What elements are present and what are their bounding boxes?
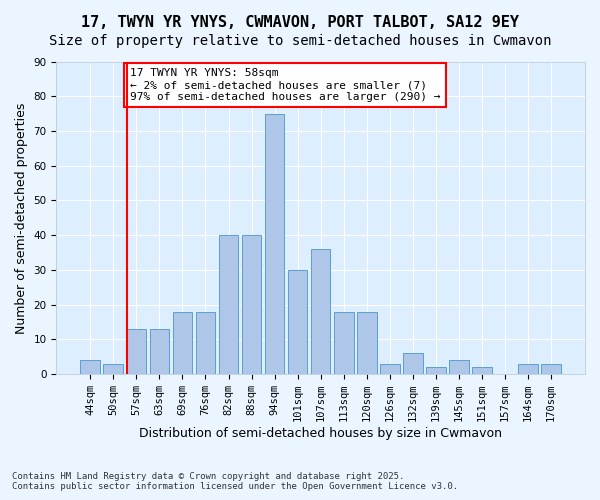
Bar bbox=[403, 354, 422, 374]
Text: 17, TWYN YR YNYS, CWMAVON, PORT TALBOT, SA12 9EY: 17, TWYN YR YNYS, CWMAVON, PORT TALBOT, … bbox=[81, 15, 519, 30]
Bar bbox=[196, 312, 215, 374]
Bar bbox=[127, 329, 146, 374]
Text: Size of property relative to semi-detached houses in Cwmavon: Size of property relative to semi-detach… bbox=[49, 34, 551, 48]
Bar bbox=[219, 235, 238, 374]
Text: 17 TWYN YR YNYS: 58sqm
← 2% of semi-detached houses are smaller (7)
97% of semi-: 17 TWYN YR YNYS: 58sqm ← 2% of semi-deta… bbox=[130, 68, 440, 102]
X-axis label: Distribution of semi-detached houses by size in Cwmavon: Distribution of semi-detached houses by … bbox=[139, 427, 502, 440]
Bar bbox=[541, 364, 561, 374]
Bar bbox=[518, 364, 538, 374]
Bar bbox=[173, 312, 192, 374]
Bar bbox=[449, 360, 469, 374]
Text: Contains HM Land Registry data © Crown copyright and database right 2025.
Contai: Contains HM Land Registry data © Crown c… bbox=[12, 472, 458, 491]
Bar bbox=[149, 329, 169, 374]
Bar bbox=[472, 368, 492, 374]
Bar bbox=[311, 249, 331, 374]
Bar bbox=[426, 368, 446, 374]
Bar bbox=[103, 364, 123, 374]
Y-axis label: Number of semi-detached properties: Number of semi-detached properties bbox=[15, 102, 28, 334]
Bar bbox=[334, 312, 353, 374]
Bar bbox=[288, 270, 307, 374]
Bar bbox=[357, 312, 377, 374]
Bar bbox=[380, 364, 400, 374]
Bar bbox=[242, 235, 262, 374]
Bar bbox=[265, 114, 284, 374]
Bar bbox=[80, 360, 100, 374]
